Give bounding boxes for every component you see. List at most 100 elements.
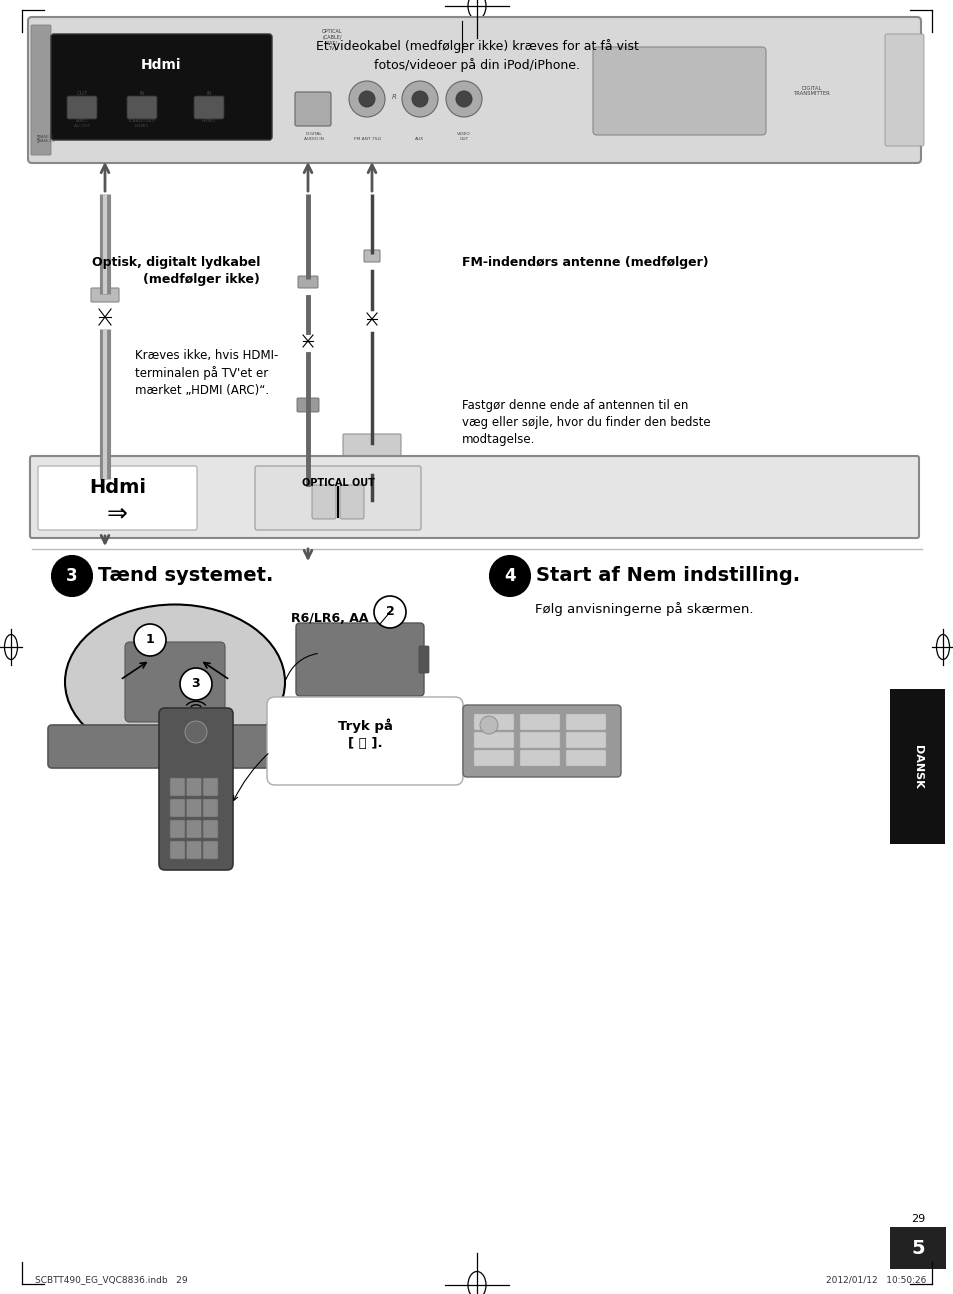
Text: Hdmi: Hdmi — [89, 477, 146, 497]
FancyBboxPatch shape — [267, 697, 462, 785]
FancyBboxPatch shape — [30, 25, 51, 155]
Text: Hdmi: Hdmi — [141, 58, 182, 72]
Text: (CABLE/SAT)
HDMI1: (CABLE/SAT) HDMI1 — [129, 119, 155, 128]
FancyBboxPatch shape — [28, 17, 920, 163]
FancyBboxPatch shape — [170, 841, 185, 859]
FancyBboxPatch shape — [170, 798, 185, 817]
FancyBboxPatch shape — [91, 289, 119, 302]
FancyBboxPatch shape — [186, 798, 201, 817]
Circle shape — [133, 624, 166, 656]
FancyBboxPatch shape — [90, 484, 120, 514]
Text: DIGITAL
TRANSMITTER: DIGITAL TRANSMITTER — [793, 85, 829, 96]
Text: 3: 3 — [66, 567, 78, 585]
FancyBboxPatch shape — [30, 455, 918, 538]
FancyBboxPatch shape — [565, 751, 605, 766]
FancyBboxPatch shape — [418, 646, 429, 673]
FancyBboxPatch shape — [519, 714, 559, 730]
FancyBboxPatch shape — [364, 250, 379, 261]
Text: 2012/01/12   10:50:26: 2012/01/12 10:50:26 — [824, 1276, 925, 1285]
FancyBboxPatch shape — [295, 622, 423, 696]
Text: 29: 29 — [910, 1214, 924, 1224]
FancyBboxPatch shape — [519, 732, 559, 748]
FancyBboxPatch shape — [474, 714, 514, 730]
Text: OUT: OUT — [76, 91, 88, 96]
Text: DANSK: DANSK — [911, 744, 922, 788]
FancyBboxPatch shape — [89, 474, 121, 490]
Circle shape — [349, 82, 385, 116]
Text: ⯈BASE-T/
⯈BASE-TX: ⯈BASE-T/ ⯈BASE-TX — [37, 135, 55, 142]
Text: FM ANT 75Ω: FM ANT 75Ω — [354, 137, 380, 141]
Circle shape — [401, 82, 437, 116]
Text: Et videokabel (medfølger ikke) kræves for at få vist
fotos/videoer på din iPod/i: Et videokabel (medfølger ikke) kræves fo… — [315, 39, 638, 72]
Circle shape — [479, 716, 497, 734]
Circle shape — [456, 91, 472, 107]
Text: Tænd systemet.: Tænd systemet. — [98, 567, 274, 585]
Text: (ARC)
AV OUT: (ARC) AV OUT — [73, 119, 90, 128]
Text: Følg anvisningerne på skærmen.: Følg anvisningerne på skærmen. — [535, 602, 753, 616]
Text: Kræves ikke, hvis HDMI-
terminalen på TV'et er
mærket „HDMI (ARC)“.: Kræves ikke, hvis HDMI- terminalen på TV… — [135, 349, 278, 397]
FancyBboxPatch shape — [297, 276, 317, 289]
FancyBboxPatch shape — [127, 96, 157, 119]
FancyBboxPatch shape — [343, 433, 400, 455]
FancyBboxPatch shape — [170, 778, 185, 796]
Text: Start af Nem indstilling.: Start af Nem indstilling. — [536, 567, 800, 585]
FancyBboxPatch shape — [67, 96, 97, 119]
FancyBboxPatch shape — [294, 92, 331, 126]
FancyBboxPatch shape — [339, 485, 364, 519]
Text: ⇒: ⇒ — [107, 501, 128, 525]
Circle shape — [374, 597, 406, 628]
Text: FM-indendørs antenne (medfølger): FM-indendørs antenne (medfølger) — [461, 256, 708, 269]
FancyBboxPatch shape — [203, 778, 218, 796]
Text: 5: 5 — [910, 1238, 923, 1258]
FancyBboxPatch shape — [474, 732, 514, 748]
FancyBboxPatch shape — [38, 466, 196, 531]
Text: Optisk, digitalt lydkabel
(medfølger ikke): Optisk, digitalt lydkabel (medfølger ikk… — [91, 256, 260, 286]
FancyBboxPatch shape — [565, 732, 605, 748]
FancyBboxPatch shape — [48, 725, 420, 769]
Text: 4: 4 — [503, 567, 516, 585]
Text: IN: IN — [206, 91, 212, 96]
Text: Fastgør denne ende af antennen til en
væg eller søjle, hvor du finder den bedste: Fastgør denne ende af antennen til en væ… — [461, 399, 710, 446]
Text: 1: 1 — [146, 634, 154, 647]
FancyBboxPatch shape — [889, 1227, 945, 1269]
Text: HDMI2: HDMI2 — [202, 119, 216, 123]
FancyBboxPatch shape — [51, 34, 272, 140]
FancyBboxPatch shape — [159, 708, 233, 870]
FancyBboxPatch shape — [254, 466, 420, 531]
Text: 3: 3 — [192, 678, 200, 691]
FancyBboxPatch shape — [296, 399, 318, 411]
FancyBboxPatch shape — [295, 511, 319, 533]
FancyBboxPatch shape — [593, 47, 765, 135]
Text: DIGITAL
AUDIO IN: DIGITAL AUDIO IN — [304, 132, 324, 141]
FancyBboxPatch shape — [296, 503, 318, 518]
FancyBboxPatch shape — [186, 778, 201, 796]
FancyBboxPatch shape — [203, 841, 218, 859]
Text: IN: IN — [139, 91, 145, 96]
FancyBboxPatch shape — [884, 34, 923, 146]
FancyBboxPatch shape — [193, 96, 224, 119]
Text: Tryk på
[ ⏻ ].: Tryk på [ ⏻ ]. — [337, 718, 392, 749]
Text: 2: 2 — [385, 606, 394, 619]
FancyBboxPatch shape — [889, 688, 944, 844]
FancyBboxPatch shape — [203, 820, 218, 839]
FancyBboxPatch shape — [519, 751, 559, 766]
FancyBboxPatch shape — [125, 642, 225, 722]
Circle shape — [180, 668, 212, 700]
FancyBboxPatch shape — [296, 461, 318, 475]
Ellipse shape — [65, 604, 285, 760]
FancyBboxPatch shape — [170, 820, 185, 839]
FancyBboxPatch shape — [186, 820, 201, 839]
Text: R: R — [391, 94, 396, 100]
Text: AUX: AUX — [415, 137, 424, 141]
Circle shape — [358, 91, 375, 107]
Text: VIDEO
OUT: VIDEO OUT — [456, 132, 471, 141]
Text: OPTICAL
(CABLE/
SAT/
TV): OPTICAL (CABLE/ SAT/ TV) — [321, 28, 342, 52]
Circle shape — [490, 556, 530, 597]
Circle shape — [412, 91, 428, 107]
Text: SCBTT490_EG_VQC8836.indb   29: SCBTT490_EG_VQC8836.indb 29 — [35, 1276, 188, 1285]
FancyBboxPatch shape — [462, 705, 620, 776]
Text: R6/LR6, AA: R6/LR6, AA — [291, 612, 369, 625]
Circle shape — [52, 556, 91, 597]
Circle shape — [446, 82, 481, 116]
FancyBboxPatch shape — [312, 485, 335, 519]
